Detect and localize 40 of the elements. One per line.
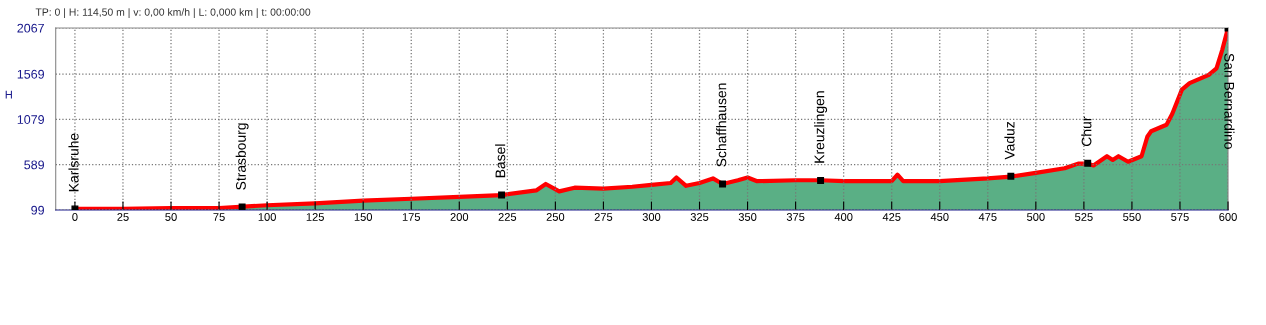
y-tick-label: 589 — [24, 160, 44, 170]
annotation: Chur — [1081, 116, 1092, 146]
x-tick-label: 550 — [1123, 213, 1141, 221]
x-tick-label: 200 — [450, 213, 469, 221]
x-tick-label: 350 — [738, 213, 757, 221]
x-tick-label: 175 — [402, 213, 421, 221]
x-tick-label: 500 — [1027, 213, 1045, 221]
x-tick-label: 125 — [306, 213, 324, 221]
x-tick-label: 275 — [594, 213, 613, 221]
x-tick-label: 450 — [930, 213, 949, 221]
x-tick-label: 375 — [786, 213, 805, 221]
annotation: Karlsruhe — [68, 133, 79, 192]
x-tick-label: 475 — [978, 213, 997, 221]
x-tick-label: 600 — [1219, 213, 1237, 221]
annotation: Kreuzlingen — [814, 91, 828, 163]
y-axis-title: H — [5, 90, 12, 99]
x-tick-label: 225 — [498, 213, 517, 221]
annotation: Vaduz — [1004, 121, 1015, 160]
y-tick-label: 99 — [31, 205, 44, 215]
x-tick-label: 150 — [354, 213, 373, 221]
x-tick-label: 0 — [72, 213, 78, 221]
annotation: Schaffhausen — [716, 83, 727, 167]
x-tick-label: 425 — [882, 213, 901, 221]
annotation: Basel — [495, 144, 506, 178]
y-tick-label: 1079 — [17, 115, 44, 124]
x-tick-label: 50 — [165, 213, 177, 221]
x-tick-label: 575 — [1171, 213, 1189, 221]
y-tick-label: 1569 — [17, 69, 44, 79]
annotation: Strasbourg — [235, 123, 249, 190]
annotation: San Bernardino — [1224, 53, 1235, 149]
x-tick-label: 25 — [117, 213, 129, 221]
x-tick-label: 75 — [213, 213, 225, 221]
x-tick-label: 525 — [1075, 213, 1093, 221]
x-tick-label: 400 — [834, 213, 853, 221]
x-tick-label: 100 — [258, 213, 276, 221]
x-tick-label: 300 — [642, 213, 661, 221]
y-tick-label: 2067 — [17, 23, 44, 33]
x-tick-label: 250 — [546, 213, 565, 221]
x-tick-label: 325 — [690, 213, 709, 221]
text: TP: 0 | H: 114,50 m | v: 0,00 km/h | L: 0,000 km | t: 00:00:00 — [35, 8, 311, 18]
